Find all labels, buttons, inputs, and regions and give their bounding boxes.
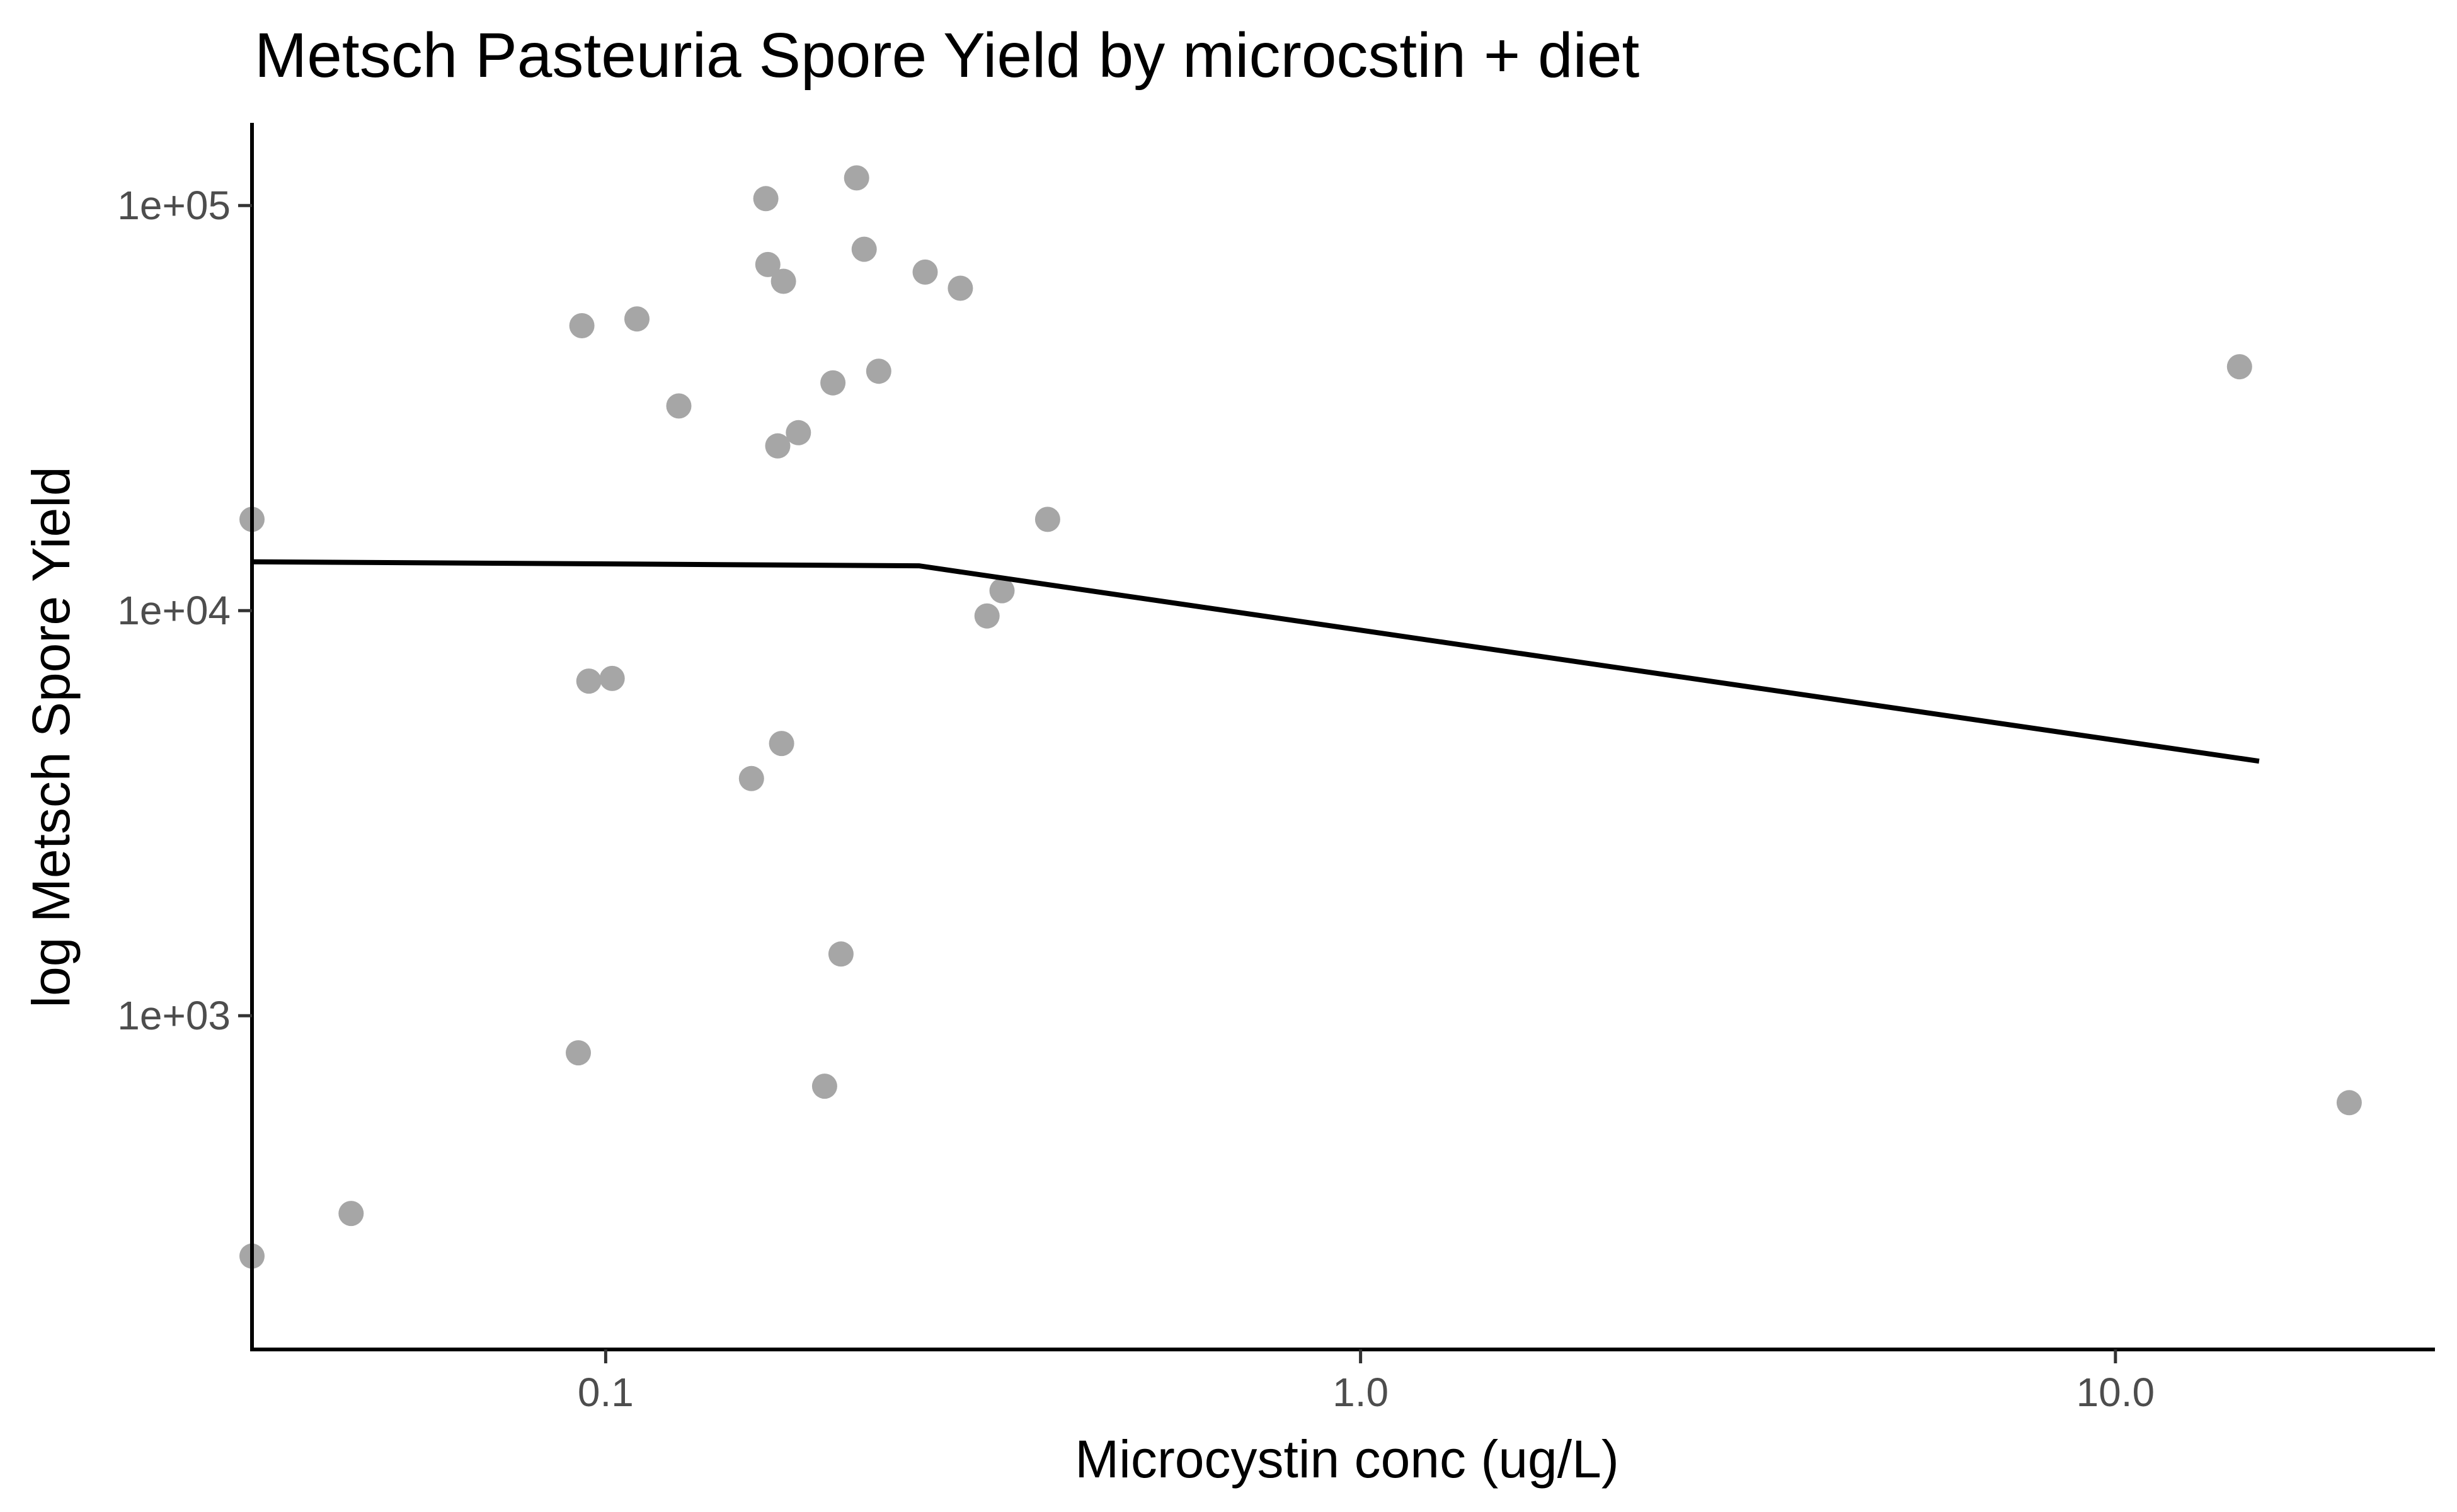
data-point [820, 370, 846, 396]
data-point [2226, 354, 2252, 380]
fit-line [251, 559, 2260, 764]
points-layer [239, 165, 2362, 1269]
x-tick-label: 10.0 [2076, 1370, 2155, 1415]
data-point [576, 668, 602, 694]
data-point [755, 251, 781, 277]
data-point [769, 731, 794, 757]
data-point [974, 603, 1000, 629]
data-point [770, 268, 796, 294]
chart-title: Metsch Pasteuria Spore Yield by microcst… [255, 20, 1639, 91]
fit-line-layer [251, 559, 2260, 764]
data-point [786, 420, 811, 445]
data-point [624, 306, 650, 332]
data-point [569, 313, 595, 338]
data-point [912, 259, 938, 285]
data-point [828, 941, 854, 967]
data-point [765, 433, 791, 459]
y-tick-label: 1e+04 [117, 588, 231, 633]
data-point [948, 275, 973, 301]
data-point [989, 578, 1015, 604]
y-tick-label: 1e+05 [117, 183, 231, 228]
axes-layer: 1e+03 1e+04 1e+05 0.1 1.0 10.0 [117, 123, 2435, 1415]
x-tick-label: 0.1 [578, 1370, 634, 1415]
data-point [866, 358, 891, 384]
x-axis-title: Microcystin conc (ug/L) [1075, 1429, 1619, 1489]
data-point [599, 665, 625, 691]
y-tick-label: 1e+03 [117, 993, 231, 1038]
data-point [338, 1201, 364, 1227]
data-point [811, 1074, 837, 1099]
data-point [753, 186, 779, 212]
x-tick-label: 1.0 [1332, 1370, 1389, 1415]
data-point [566, 1040, 591, 1066]
data-point [844, 165, 869, 191]
data-point [1034, 507, 1060, 532]
data-point [851, 236, 877, 262]
y-axis-title: log Metsch Spore Yield [21, 466, 81, 1007]
data-point [738, 765, 764, 791]
data-point [666, 393, 692, 419]
data-point [2336, 1090, 2362, 1116]
